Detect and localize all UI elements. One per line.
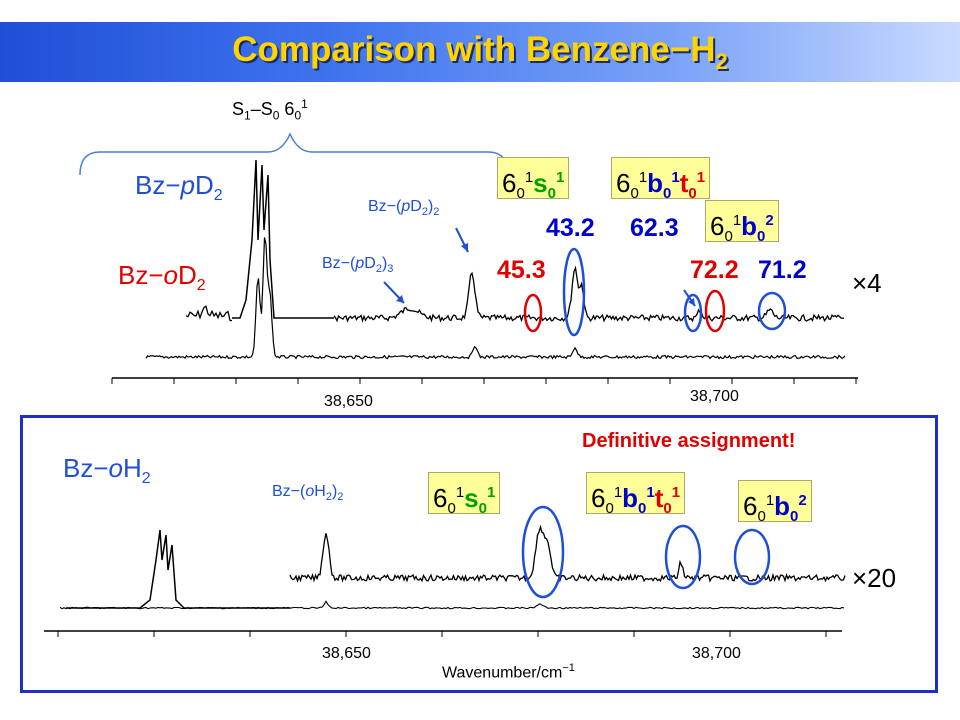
trace-oh2-baseline <box>59 600 845 610</box>
arrow-head-pd2-3 <box>396 295 404 303</box>
ellipse-lower-s <box>521 505 565 599</box>
cluster-label-pd2-3: Bz−(pD2)3 <box>322 255 394 276</box>
trace-pd2 <box>333 265 844 323</box>
brace <box>79 132 509 176</box>
series-label-bz-od2: Bz−oD2 <box>118 260 206 295</box>
value-71-2: 71.2 <box>758 256 807 284</box>
ellipse-71-2 <box>757 291 787 331</box>
peak-main-lower <box>66 529 290 609</box>
value-62-3: 62.3 <box>630 214 679 242</box>
assignment-box-bt-lower: 601b01t01 <box>586 472 686 517</box>
definitive-assignment-note: Definitive assignment! <box>582 430 796 452</box>
ellipse-45-3 <box>523 293 543 333</box>
title-bar <box>0 22 960 82</box>
upper-scale-label: ×4 <box>852 268 882 298</box>
peak-main-upper <box>232 159 334 319</box>
series-label-bz-pd2: Bz−pD2 <box>135 170 223 205</box>
ellipse-62-3 <box>683 293 703 333</box>
assignment-box-b2-upper: 601b02 <box>705 200 779 245</box>
transition-label: S1–S0 601 <box>232 97 308 123</box>
upper-tick-38700: 38,700 <box>690 388 739 405</box>
x-axis-label: Wavenumber/cm−1 <box>442 662 575 682</box>
ellipse-lower-b2 <box>733 528 771 586</box>
assignment-box-b2-lower: 601b02 <box>738 480 812 525</box>
ellipse-72-2 <box>704 289 726 333</box>
assignment-box-s-lower: 601s01 <box>428 472 501 517</box>
value-43-2: 43.2 <box>546 214 595 242</box>
trace-pd2-left <box>185 305 233 322</box>
ellipse-43-2 <box>562 247 586 337</box>
assignment-box-s-upper: 601s01 <box>497 157 570 202</box>
cluster-label-oh2-2: Bz−(oH2)2 <box>272 483 344 504</box>
assignment-box-bt-upper: 601b01t01 <box>611 157 711 202</box>
value-45-3: 45.3 <box>497 256 546 284</box>
series-label-bz-oh2: Bz−oH2 <box>63 453 151 488</box>
lower-panel-frame <box>20 415 938 693</box>
trace-od2 <box>145 237 846 360</box>
cluster-label-pd2-2: Bz−(pD2)2 <box>368 198 440 219</box>
page-title: Comparison with Benzene−H2 <box>232 30 728 74</box>
lower-scale-label: ×20 <box>852 563 897 593</box>
lower-tick-38700: 38,700 <box>692 645 741 662</box>
value-72-2: 72.2 <box>690 256 739 284</box>
ellipse-lower-bt <box>664 524 702 590</box>
lower-tick-38650: 38,650 <box>322 645 371 662</box>
upper-tick-38650: 38,650 <box>324 393 373 410</box>
arrow-head-72 <box>688 298 695 306</box>
trace-oh2 <box>289 524 846 583</box>
arrow-head-pd2-2 <box>461 243 468 252</box>
